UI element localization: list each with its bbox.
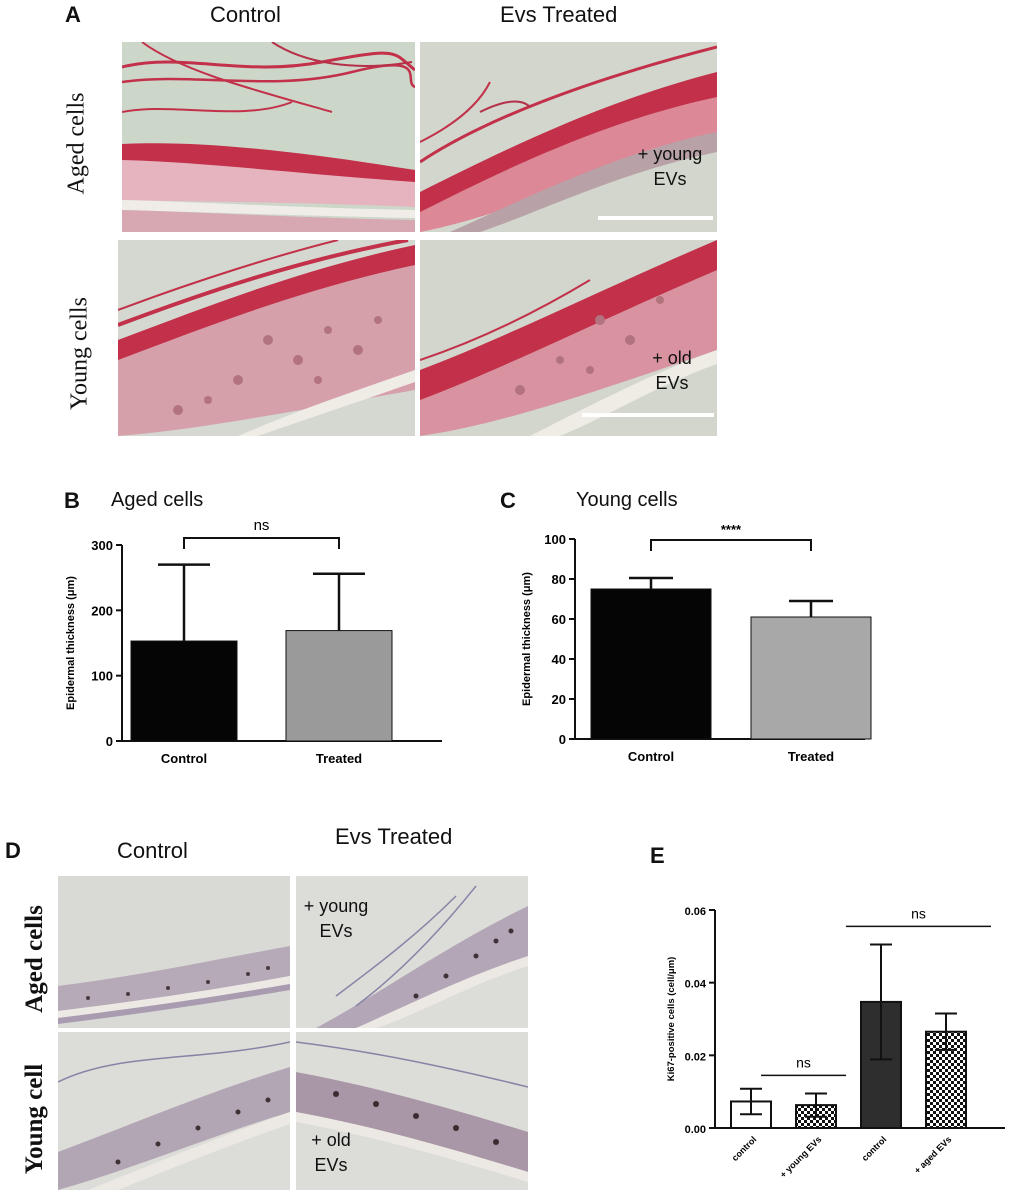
panel-c-letter: C — [500, 488, 516, 513]
ihc-aged-control — [58, 876, 290, 1028]
significance-label: **** — [721, 522, 742, 537]
panel-d-control-heading: Control — [117, 838, 188, 863]
micrograph-young-treated — [420, 240, 717, 436]
micrograph-aged-treated — [420, 42, 717, 232]
micrograph-aged-control — [122, 42, 415, 232]
ihc-label-old-evs: + old EVs — [296, 1128, 366, 1178]
chart-c: 0 20 40 60 80 100 Epidermal thickness (μm) Cont… — [521, 522, 872, 764]
y-tick-label: 60 — [552, 612, 566, 627]
y-axis-label: Ki67-positive cells (cell/μm) — [666, 957, 677, 1082]
y-tick-label: 80 — [552, 572, 566, 587]
ihc-label-young-evs-line1: + young — [303, 896, 369, 916]
micrograph-young-control — [118, 240, 415, 436]
panel-c-title: Young cells — [576, 489, 678, 511]
y-tick-label: 0.04 — [685, 979, 707, 991]
x-category-label: control — [730, 1134, 759, 1163]
ihc-young-treated — [296, 1032, 528, 1190]
label-old-evs-line1: + old — [652, 348, 692, 368]
label-young-evs: + young EVs — [620, 142, 720, 192]
label-old-evs: + old EVs — [622, 346, 722, 396]
label-young-evs-line2: EVs — [653, 169, 687, 189]
significance-label: ns — [911, 905, 926, 921]
bar — [750, 616, 872, 740]
x-category-label: Treated — [316, 751, 362, 766]
panel-b-title: Aged cells — [111, 489, 204, 511]
panel-a-control-heading: Control — [210, 2, 281, 27]
panel-d-treated-heading: Evs Treated — [335, 824, 453, 849]
bar — [285, 630, 393, 742]
x-category-label: control — [860, 1134, 889, 1163]
x-category-label: + young EVs — [778, 1134, 823, 1179]
panel-b-letter: B — [64, 488, 80, 513]
x-category-label: Control — [628, 749, 674, 764]
label-young-evs-line1: + young — [637, 144, 703, 164]
significance-label: ns — [254, 517, 270, 534]
y-tick-label: 100 — [544, 532, 566, 547]
panel-a-row-aged: Aged cells — [63, 92, 90, 195]
y-tick-label: 40 — [552, 652, 566, 667]
x-category-label: + aged EVs — [912, 1134, 953, 1175]
significance-bracket — [183, 537, 340, 549]
y-tick-label: 0 — [559, 732, 566, 747]
panel-a-treated-heading: Evs Treated — [500, 2, 618, 27]
x-category-label: Treated — [788, 749, 834, 764]
panel-d-row-young: Young cell — [21, 1063, 48, 1175]
y-tick-label: 0.02 — [685, 1051, 706, 1063]
panel-a-letter: A — [65, 2, 81, 27]
significance-label: ns — [796, 1054, 811, 1070]
chart-e: 0.00 0.02 0.04 0.06 Ki67-positive cells (cel… — [666, 905, 1005, 1180]
bar — [590, 588, 712, 740]
y-tick-label: 200 — [91, 603, 113, 618]
y-axis-label: Epidermal thickness (μm) — [65, 576, 77, 710]
ihc-aged-treated — [296, 876, 528, 1028]
ihc-label-young-evs: + young EVs — [296, 894, 376, 944]
ihc-label-young-evs-line2: EVs — [319, 921, 353, 941]
ihc-label-old-evs-line1: + old — [311, 1130, 351, 1150]
ihc-label-old-evs-line2: EVs — [314, 1155, 348, 1175]
panel-e-letter: E — [650, 843, 665, 868]
label-old-evs-line2: EVs — [655, 373, 689, 393]
ihc-young-control — [58, 1032, 290, 1190]
bar — [130, 640, 238, 742]
y-tick-label: 300 — [91, 538, 113, 553]
significance-bracket — [650, 539, 812, 551]
y-tick-label: 0 — [106, 734, 113, 749]
y-axis-label: Epidermal thickness (μm) — [521, 572, 533, 706]
y-tick-label: 100 — [91, 669, 113, 684]
panel-d-row-aged: Aged cells — [21, 905, 48, 1013]
x-category-label: Control — [161, 751, 207, 766]
y-tick-label: 20 — [552, 692, 566, 707]
panel-a-row-young: Young cells — [66, 297, 93, 410]
y-tick-label: 0.00 — [685, 1124, 706, 1136]
y-tick-label: 0.06 — [685, 906, 706, 918]
chart-b: 0 100 200 300 Epidermal thickness (μm) Contro… — [65, 517, 442, 766]
panel-d-letter: D — [5, 838, 21, 863]
